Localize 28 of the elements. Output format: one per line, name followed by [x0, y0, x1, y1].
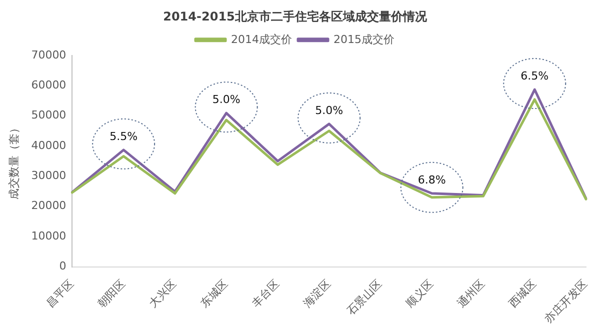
- y-tick-label: 20000: [31, 199, 66, 212]
- x-tick-label: 石景山区: [344, 277, 385, 318]
- legend-label: 2015成交价: [334, 32, 394, 46]
- y-tick-label: 10000: [31, 229, 66, 242]
- x-tick-label: 西城区: [506, 277, 539, 310]
- y-axis-title: 成交数量（套）: [7, 122, 20, 200]
- annotation: 6.8%: [418, 173, 446, 186]
- x-tick-label: 昌平区: [44, 277, 76, 310]
- x-tick-label: 顺义区: [403, 277, 436, 310]
- x-tick-label: 通州区: [454, 277, 488, 310]
- y-tick-label: 60000: [31, 78, 66, 92]
- annotation: 5.0%: [315, 104, 344, 117]
- y-tick-label: 50000: [31, 108, 66, 122]
- x-tick-label: 大兴区: [146, 277, 180, 310]
- x-tick-label: 东城区: [198, 277, 230, 310]
- annotation: 6.5%: [520, 69, 549, 82]
- x-tick-label: 亦庄开发区: [542, 277, 590, 326]
- x-tick-label: 丰台区: [249, 277, 282, 310]
- y-tick-label: 0: [59, 260, 66, 273]
- legend-label: 2014成交价: [231, 32, 292, 46]
- y-tick-label: 70000: [31, 48, 66, 62]
- y-tick-label: 40000: [31, 138, 66, 152]
- annotation: 5.5%: [110, 130, 138, 143]
- x-tick-label: 海淀区: [300, 277, 334, 310]
- y-tick-label: 30000: [31, 169, 66, 182]
- annotation: 5.0%: [212, 92, 240, 106]
- x-tick-label: 朝阳区: [95, 277, 128, 310]
- chart-title: 2014-2015北京市二手住宅各区域成交量价情况: [163, 9, 428, 24]
